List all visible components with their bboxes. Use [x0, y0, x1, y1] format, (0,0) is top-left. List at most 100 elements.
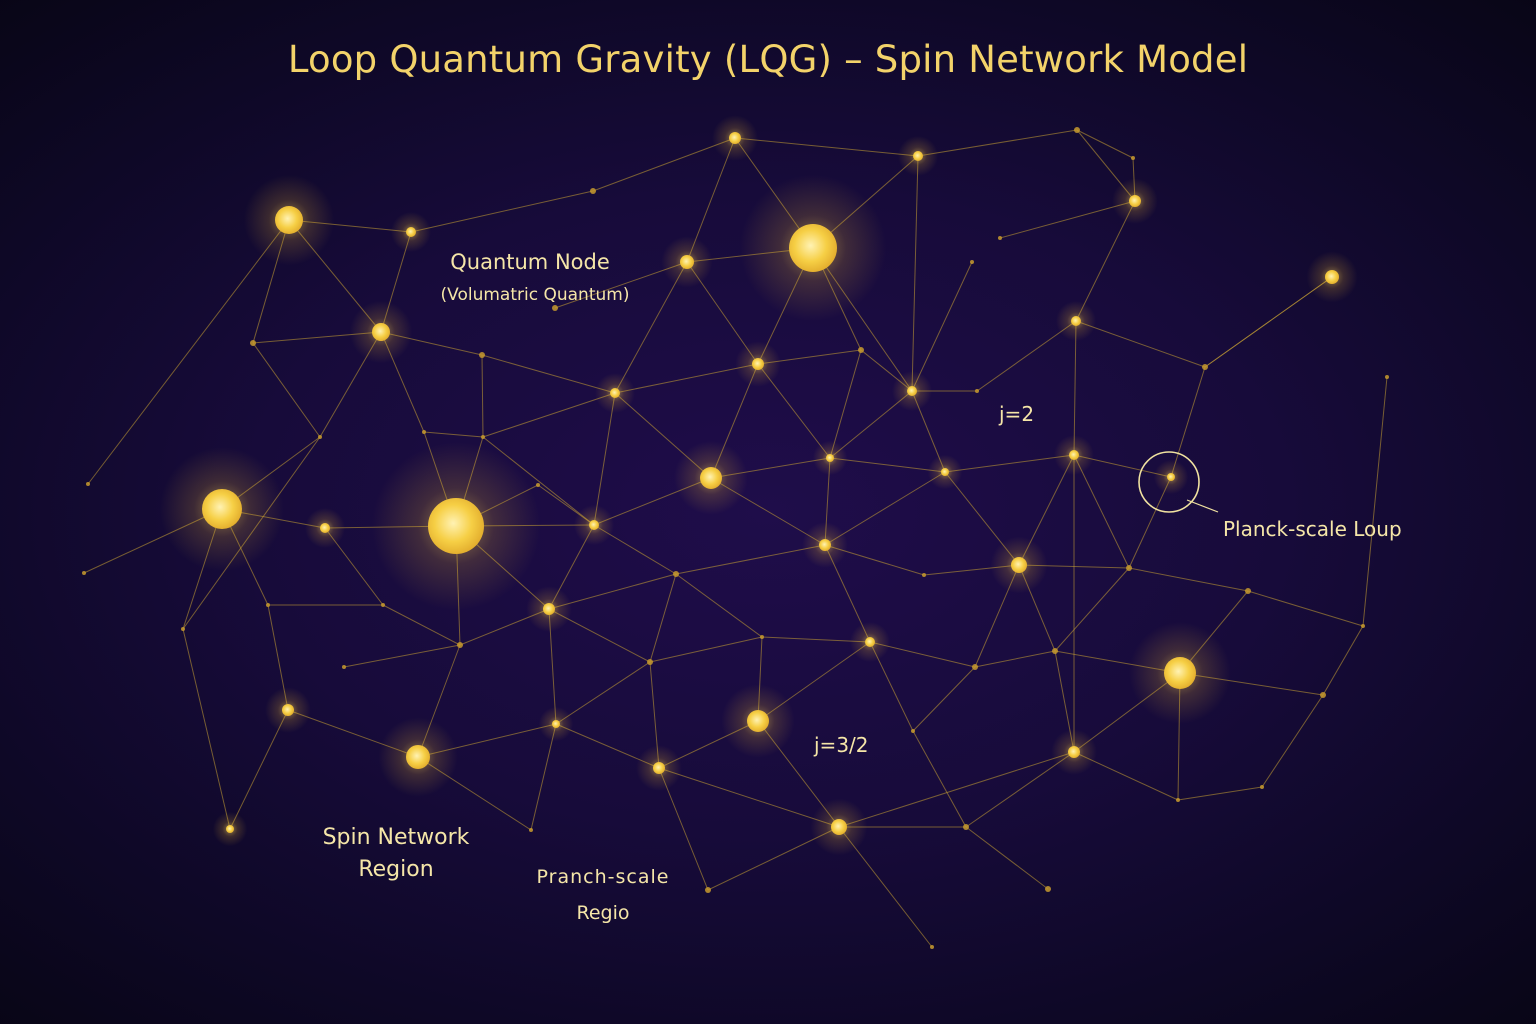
spin-node: [250, 340, 256, 346]
spin-edge: [829, 457, 946, 473]
spin-edge: [1075, 320, 1206, 368]
pranch-region-label-line2: Regio: [576, 902, 630, 924]
spin-edge: [410, 190, 594, 233]
spin-edge: [1247, 590, 1364, 627]
spin-edge: [1322, 625, 1364, 696]
spin-node: [181, 627, 185, 631]
spin-edge: [1076, 129, 1134, 159]
spin-edge: [917, 129, 1078, 157]
spin-edge: [824, 471, 946, 546]
spin-node: [1045, 886, 1051, 892]
spin-node: [975, 389, 979, 393]
spin-edge: [912, 730, 967, 828]
spin-edge: [1204, 276, 1333, 368]
spin-node: [86, 482, 90, 486]
spin-edge: [1054, 567, 1130, 652]
spin-node: [422, 430, 426, 434]
diagram-title: Loop Quantum Gravity (LQG) – Spin Networ…: [287, 38, 1249, 81]
spin-node: [911, 729, 915, 733]
spin-node: [907, 386, 917, 396]
spin-edge: [974, 650, 1056, 668]
spin-edge: [530, 723, 557, 831]
spin-node: [930, 945, 934, 949]
spin-edge: [252, 342, 321, 438]
spin-node: [1176, 798, 1180, 802]
spin-edge: [1177, 786, 1263, 801]
planck-loop-label: Planck-scale Loup: [1223, 517, 1402, 541]
spin-node: [970, 260, 974, 264]
spin-node: [1164, 657, 1196, 689]
spin-edge: [481, 354, 484, 438]
spin-edge: [593, 392, 616, 526]
spin-edge: [649, 636, 763, 663]
spin-node: [831, 819, 847, 835]
spin-region-label-line2: Region: [358, 857, 434, 882]
spin-node: [320, 523, 330, 533]
spin-node: [1068, 746, 1080, 758]
spin-edge: [734, 137, 919, 157]
spin-node: [282, 704, 294, 716]
spin-edge: [911, 261, 973, 392]
spin-edge: [965, 826, 1049, 890]
spin-label-j32: j=3/2: [814, 733, 869, 757]
spin-label-j2: j=2: [999, 402, 1035, 426]
spin-node: [647, 659, 653, 665]
spin-node: [589, 520, 599, 530]
spin-node: [481, 435, 485, 439]
spin-node: [406, 745, 430, 769]
spin-node: [202, 489, 242, 529]
spin-edge: [944, 454, 1075, 473]
spin-node: [381, 603, 385, 607]
spin-node: [998, 236, 1002, 240]
spin-region-label-line1: Spin Network: [322, 825, 470, 850]
spin-node: [1361, 624, 1365, 628]
spin-node: [1131, 156, 1135, 160]
spin-edge: [912, 666, 976, 732]
spin-edge: [1073, 454, 1130, 569]
spin-node: [963, 824, 969, 830]
spin-node: [972, 664, 978, 670]
spin-edge: [382, 604, 461, 646]
quantum-node-sublabel: (Volumatric Quantum): [440, 285, 630, 305]
planck-loop-pointer: [1186, 499, 1219, 513]
spin-edge: [482, 436, 595, 526]
spin-node: [941, 468, 949, 476]
spin-node: [275, 206, 303, 234]
spin-node: [590, 188, 596, 194]
spin-node: [1167, 473, 1175, 481]
spin-node: [865, 637, 875, 647]
spin-node: [752, 358, 764, 370]
spin-node: [266, 603, 270, 607]
spin-edge: [976, 320, 1077, 392]
spin-edge: [482, 392, 616, 438]
spin-node: [913, 151, 923, 161]
spin-node: [1245, 588, 1251, 594]
spin-node: [479, 352, 485, 358]
spin-node: [1011, 557, 1027, 573]
spin-node: [922, 573, 926, 577]
spin-node: [457, 642, 463, 648]
spin-edge: [481, 354, 616, 394]
spin-edge: [1128, 567, 1249, 592]
spin-node: [529, 828, 533, 832]
spin-node: [653, 762, 665, 774]
spin-node: [536, 483, 540, 487]
spin-edge: [423, 431, 484, 438]
spin-edge: [592, 137, 736, 192]
spin-edge: [614, 363, 759, 394]
spin-node: [552, 720, 560, 728]
pranch-region-label-line1: Pranch-scale: [536, 866, 670, 888]
quantum-node-label: Quantum Node: [450, 250, 610, 274]
spin-node: [1320, 692, 1326, 698]
spin-node: [747, 710, 769, 732]
node-layer: [82, 127, 1389, 949]
spin-edge: [1362, 376, 1388, 627]
spin-edge: [182, 628, 231, 830]
glow-layer: [160, 115, 1358, 856]
spin-edge: [555, 661, 651, 725]
spin-edge: [658, 767, 840, 828]
spin-node: [705, 887, 711, 893]
spin-node: [543, 603, 555, 615]
